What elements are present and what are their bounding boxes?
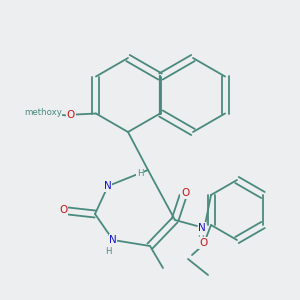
Text: O: O	[199, 238, 207, 248]
Text: N: N	[109, 235, 117, 245]
Text: N: N	[104, 181, 112, 191]
Text: H: H	[105, 248, 111, 256]
Text: methoxy: methoxy	[24, 108, 62, 117]
Text: H: H	[137, 169, 143, 178]
Text: O: O	[59, 205, 67, 215]
Text: O: O	[181, 188, 189, 198]
Text: O: O	[67, 110, 75, 121]
Text: N: N	[198, 223, 206, 233]
Text: H: H	[197, 235, 203, 244]
